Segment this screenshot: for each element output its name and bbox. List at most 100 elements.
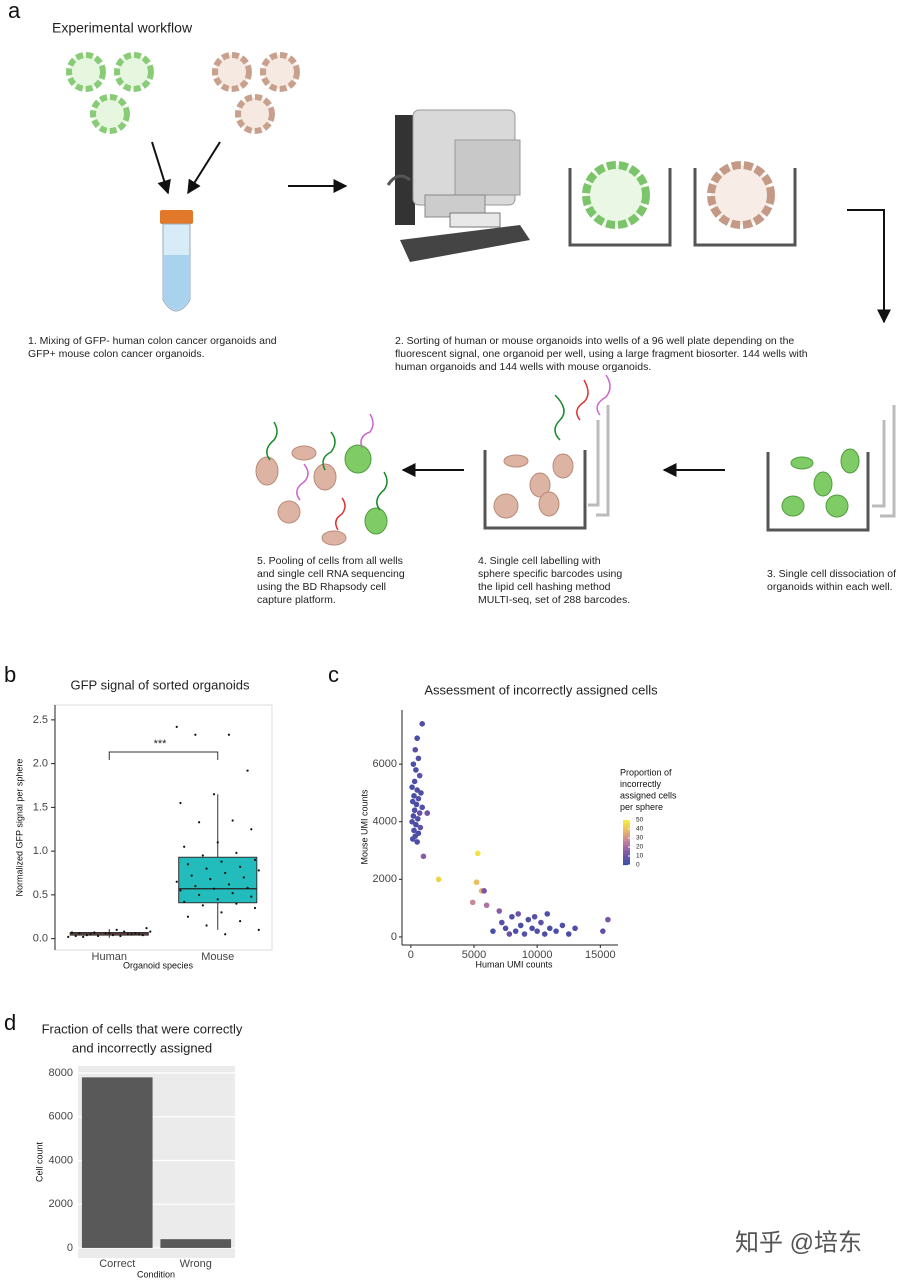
cells-brown bbox=[255, 445, 574, 546]
y-tick-label: 8000 bbox=[49, 1067, 73, 1079]
y-tick-label: 2.5 bbox=[33, 714, 48, 726]
organoid bbox=[707, 161, 775, 229]
step-text: capture platform. bbox=[257, 594, 336, 606]
colorbar-segment bbox=[623, 842, 630, 845]
point bbox=[137, 933, 141, 936]
x-tick-label: Mouse bbox=[201, 951, 234, 963]
point bbox=[220, 860, 223, 863]
point bbox=[216, 898, 219, 901]
point bbox=[529, 925, 535, 932]
point bbox=[186, 915, 190, 918]
point bbox=[474, 850, 481, 857]
legend-title: assigned cells bbox=[620, 790, 677, 800]
colorbar-segment bbox=[623, 822, 630, 825]
y-axis-label: Cell count bbox=[34, 1141, 44, 1182]
colorbar-label: 0 bbox=[636, 862, 640, 869]
point bbox=[257, 869, 260, 872]
point bbox=[502, 925, 509, 932]
point bbox=[415, 755, 422, 762]
point bbox=[183, 845, 186, 848]
x-axis-label: Organoid species bbox=[123, 960, 194, 970]
x-tick-label: Correct bbox=[99, 1258, 135, 1270]
colorbar-segment bbox=[623, 856, 630, 859]
barcodes bbox=[266, 374, 611, 531]
workflow-title: Experimental workflow bbox=[52, 20, 193, 36]
point bbox=[414, 816, 421, 822]
point bbox=[253, 906, 257, 910]
point bbox=[411, 778, 418, 785]
point bbox=[418, 790, 424, 796]
point bbox=[605, 916, 611, 923]
point bbox=[417, 824, 424, 831]
step-text: 1. Mixing of GFP- human colon cancer org… bbox=[28, 335, 277, 347]
point bbox=[126, 933, 129, 936]
point bbox=[179, 801, 182, 805]
point bbox=[190, 874, 193, 877]
y-tick-label: 1.5 bbox=[33, 801, 48, 813]
bar bbox=[160, 1239, 232, 1248]
point bbox=[67, 935, 70, 938]
point bbox=[201, 904, 204, 907]
point bbox=[506, 931, 513, 937]
legend-title: Proportion of bbox=[620, 767, 672, 777]
chart-title: GFP signal of sorted organoids bbox=[71, 677, 250, 692]
step-text: human organoids and 144 wells with mouse… bbox=[395, 361, 651, 373]
point bbox=[413, 821, 419, 828]
bar bbox=[81, 1077, 153, 1248]
step-text: 4. Single cell labelling with bbox=[478, 555, 601, 567]
chart-title: Assessment of incorrectly assigned cells bbox=[424, 682, 658, 697]
point bbox=[201, 854, 204, 857]
point bbox=[183, 900, 186, 903]
organoids-brown bbox=[212, 52, 300, 134]
point bbox=[220, 911, 223, 914]
point bbox=[525, 916, 532, 923]
point bbox=[175, 725, 178, 728]
point bbox=[78, 932, 81, 935]
colorbar-segment bbox=[623, 851, 630, 854]
x-tick-label: Wrong bbox=[180, 1258, 212, 1270]
point bbox=[409, 798, 416, 805]
point bbox=[483, 902, 490, 909]
y-tick-label: 0 bbox=[391, 931, 397, 943]
panel-label: a bbox=[8, 0, 21, 23]
point bbox=[600, 928, 606, 934]
point bbox=[517, 922, 524, 929]
point bbox=[96, 934, 100, 938]
step-text: 5. Pooling of cells from all wells bbox=[257, 555, 403, 567]
colorbar-segment bbox=[623, 853, 630, 857]
wells bbox=[483, 168, 896, 532]
point bbox=[212, 793, 216, 796]
point bbox=[194, 885, 197, 888]
step-4: 4. Single cell labelling with sphere spe… bbox=[478, 555, 630, 606]
point bbox=[414, 839, 420, 845]
point bbox=[565, 931, 572, 937]
point bbox=[246, 769, 249, 772]
step-text: sphere specific barcodes using bbox=[478, 568, 622, 580]
colorbar-label: 10 bbox=[636, 853, 644, 860]
colorbar-segment bbox=[623, 844, 630, 848]
x-tick-label: Human bbox=[92, 951, 127, 963]
step-2: 2. Sorting of human or mouse organoids i… bbox=[395, 335, 808, 373]
point bbox=[227, 733, 231, 736]
colorbar-segment bbox=[623, 838, 630, 841]
colorbar-segment bbox=[623, 824, 630, 827]
point bbox=[253, 858, 257, 861]
point bbox=[481, 888, 487, 894]
point bbox=[93, 931, 96, 934]
point bbox=[212, 887, 216, 890]
y-tick-label: 6000 bbox=[49, 1111, 73, 1123]
colorbar-label: 20 bbox=[636, 844, 644, 851]
point bbox=[179, 889, 182, 892]
significance-label: *** bbox=[154, 738, 168, 750]
organoids-green bbox=[66, 52, 154, 134]
point bbox=[85, 934, 88, 937]
step-text: organoids within each well. bbox=[767, 581, 893, 593]
point bbox=[224, 871, 227, 875]
y-tick-label: 4000 bbox=[373, 816, 397, 828]
y-tick-label: 0.0 bbox=[33, 933, 48, 945]
point bbox=[104, 932, 107, 935]
colorbar-segment bbox=[623, 847, 630, 850]
point bbox=[111, 934, 115, 937]
y-axis-label: Mouse UMI counts bbox=[359, 789, 369, 865]
